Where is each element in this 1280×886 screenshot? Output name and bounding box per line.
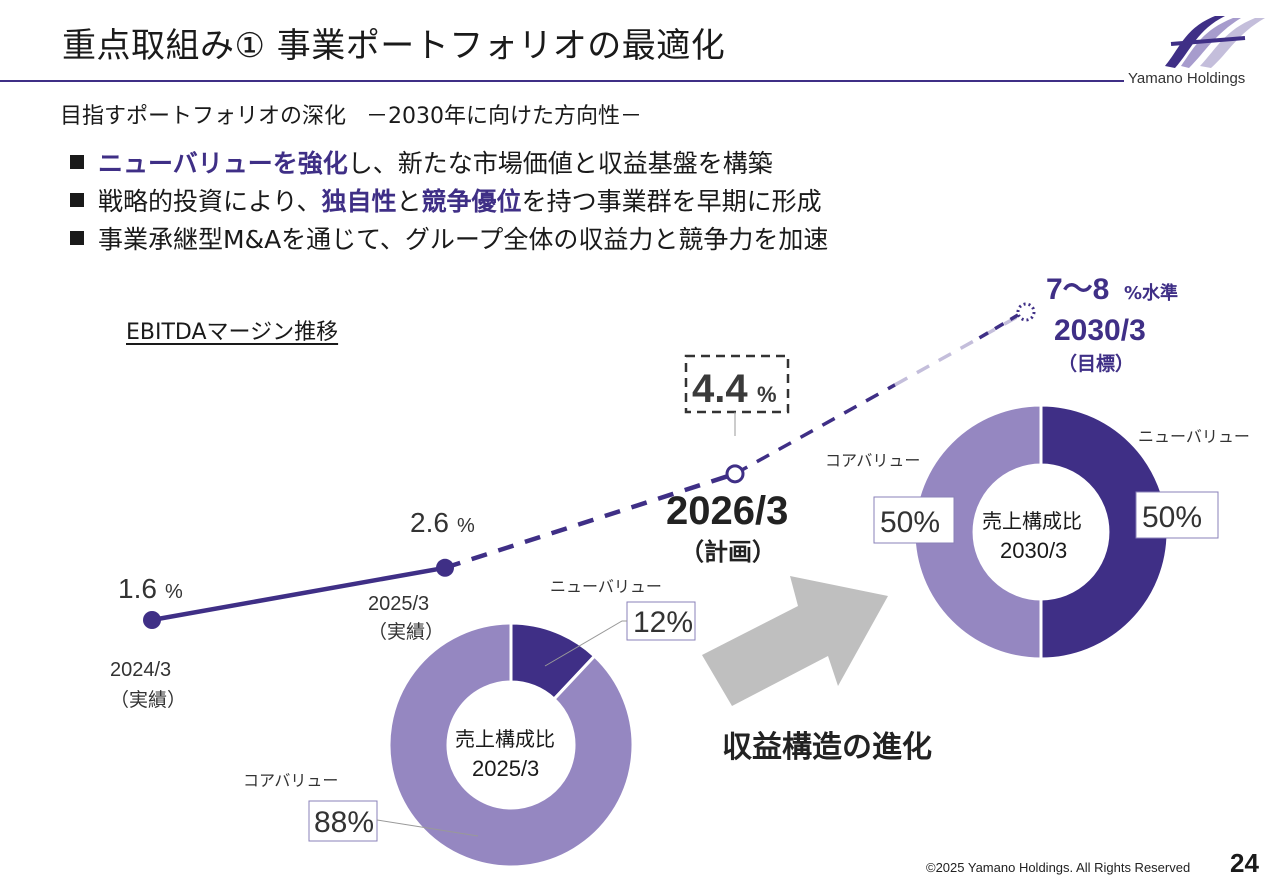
donut-2030-new-value-name: ニューバリュー xyxy=(1138,427,1250,446)
donut-2030-slice-core-value xyxy=(912,403,1043,661)
donut-2030-center-period: 2030/3 xyxy=(1000,538,1067,563)
bullet-highlight-text: 競争優位 xyxy=(421,187,522,216)
logo-rule xyxy=(1100,80,1124,82)
section-subtitle: 目指すポートフォリオの深化 －2030年に向けた方向性－ xyxy=(60,98,642,130)
period-label-2026: 2026/3 xyxy=(666,489,788,533)
donut-2025-core-value-name: コアバリュー xyxy=(243,771,338,790)
donut-2025-center-period: 2025/3 xyxy=(472,756,539,781)
donut-2025-core-value-box xyxy=(308,800,378,842)
line-segment-target-near xyxy=(734,383,896,476)
target-value-label: 7～8 xyxy=(1046,273,1109,306)
bullet-square-icon xyxy=(70,193,84,207)
bullet-text: を持つ事業群を早期に形成 xyxy=(521,187,822,216)
copyright: ©2025 Yamano Holdings. All Rights Reserv… xyxy=(926,860,1191,875)
bullet-text: 戦略的投資により、 xyxy=(98,187,322,216)
donut-2025-center-title: 売上構成比 xyxy=(455,727,555,751)
donut-2030-core-value-box xyxy=(873,496,955,544)
donut-2030-core-value-name: コアバリュー xyxy=(825,451,920,470)
plan-value-label: 4.4 xyxy=(692,367,748,411)
line-segment-target-end xyxy=(978,313,1019,340)
bullet-square-icon xyxy=(70,155,84,169)
bullet-text: と xyxy=(396,187,422,216)
subtitle-main: 目指すポートフォリオの深化 xyxy=(60,104,347,129)
company-logo-icon xyxy=(1165,16,1265,68)
bullet-item: 戦略的投資により、 独自性と競争優位 を持つ事業群を早期に形成 xyxy=(70,181,828,219)
bullet-text: し、新たな市場価値と収益基盤を構築 xyxy=(347,149,773,178)
page-number: 24 xyxy=(1230,848,1259,878)
bullet-highlight-text: 独自性 xyxy=(321,187,397,216)
bullet-highlight-text: ニューバリューを強化 xyxy=(98,149,348,178)
value-label-2024: 1.6 xyxy=(118,573,157,604)
period-label-2030: 2030/3 xyxy=(1054,314,1146,347)
donut-2025-new-value-box xyxy=(626,601,696,641)
period-label-2024: 2024/3 xyxy=(110,659,171,681)
bullet-text: 事業承継型M&Aを通じて、グループ全体の収益力と競争力を加速 xyxy=(98,225,829,254)
line-segment-actual xyxy=(151,565,446,623)
status-label-2026: （計画） xyxy=(680,538,776,566)
donut-2025-core-value-pct: 88% xyxy=(314,806,374,839)
donut-2030-core-value-pct: 50% xyxy=(880,506,940,539)
value-label-2025: 2.6 xyxy=(410,507,449,538)
bullet-item: 事業承継型M&Aを通じて、グループ全体の収益力と競争力を加速 xyxy=(70,219,828,257)
evolution-label: 収益構造の進化 xyxy=(722,730,932,765)
page-title: 重点取組み① 事業ポートフォリオの最適化 xyxy=(62,26,726,66)
donut-2025-core-value-leader xyxy=(376,819,479,837)
donut-2025-new-value-leader xyxy=(544,620,627,667)
donut-2030-new-value-pct: 50% xyxy=(1142,501,1202,534)
value-unit-2025: % xyxy=(457,515,475,537)
plan-value-highlight-box xyxy=(684,354,790,414)
donut-2025-slice-core-value xyxy=(387,621,635,869)
line-segment-plan xyxy=(444,471,736,570)
donut-2030-slice-new-value xyxy=(1039,403,1170,661)
donut-2025-new-value-pct: 12% xyxy=(633,606,693,639)
bullet-square-icon xyxy=(70,231,84,245)
bullet-item: ニューバリューを強化 し、新たな市場価値と収益基盤を構築 xyxy=(70,143,828,181)
period-label-2025: 2025/3 xyxy=(368,593,429,615)
plan-value-unit: % xyxy=(757,382,777,407)
donut-2025-new-value-name: ニューバリュー xyxy=(550,577,662,596)
donut-2030-center-title: 売上構成比 xyxy=(982,509,1082,533)
status-label-2024: （実績） xyxy=(110,689,186,711)
value-unit-2024: % xyxy=(165,581,183,603)
bullet-list: ニューバリューを強化 し、新たな市場価値と収益基盤を構築 戦略的投資により、 独自性と… xyxy=(70,143,828,257)
title-divider xyxy=(0,80,1122,82)
data-point-2026 xyxy=(725,464,745,484)
data-point-2025 xyxy=(436,558,454,577)
target-value-suffix: %水準 xyxy=(1124,282,1178,304)
status-label-2030: （目標） xyxy=(1058,352,1134,375)
subtitle-sub: －2030年に向けた方向性－ xyxy=(366,104,643,129)
ebitda-chart-title: EBITDAマージン推移 xyxy=(126,320,339,345)
data-point-2024 xyxy=(143,611,161,629)
status-label-2025: （実績） xyxy=(368,621,444,643)
data-point-2030 xyxy=(1016,302,1036,322)
logo-text: Yamano Holdings xyxy=(1128,70,1246,87)
line-segment-target-far xyxy=(894,310,1027,387)
evolution-arrow-icon xyxy=(702,576,888,706)
donut-2030-new-value-box xyxy=(1135,491,1219,539)
